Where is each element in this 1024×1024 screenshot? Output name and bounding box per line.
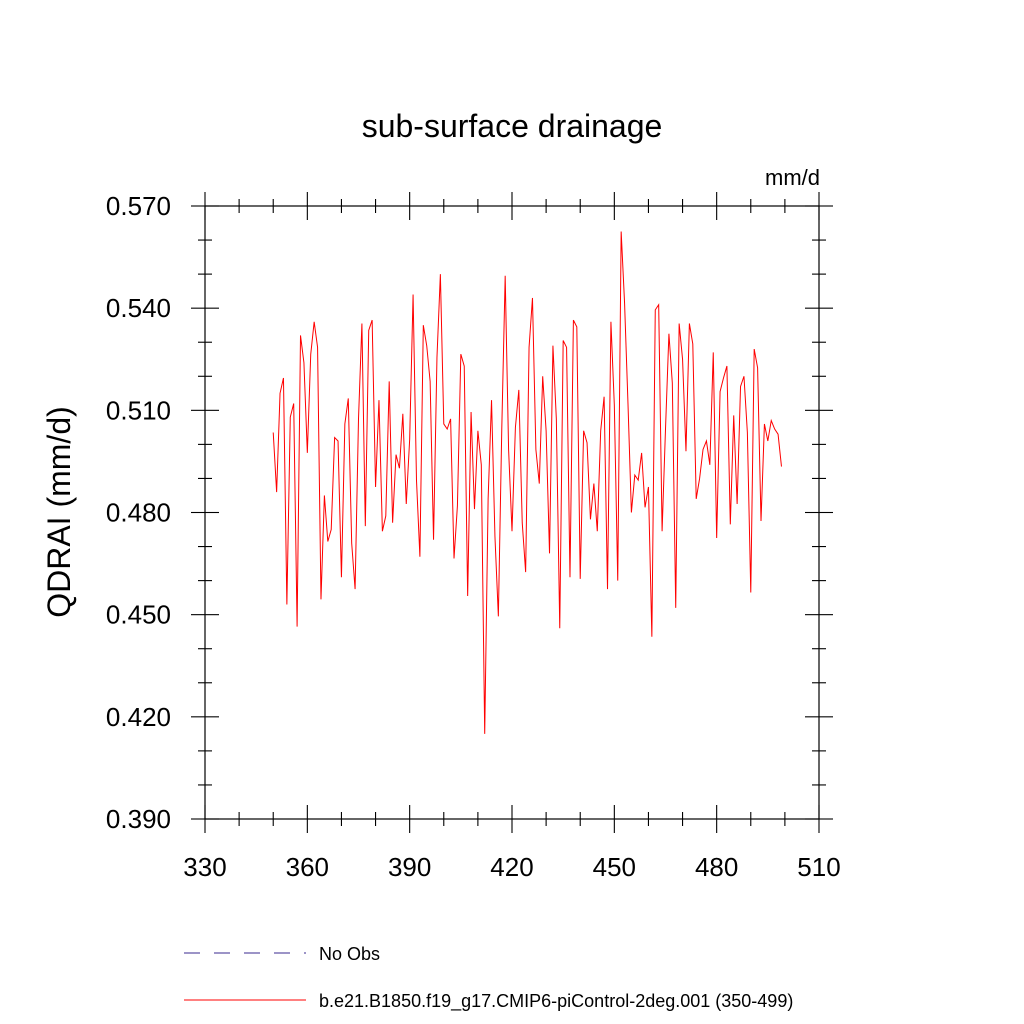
legend-label: No Obs (319, 944, 380, 964)
y-tick-label: 0.570 (106, 191, 171, 221)
plot-frame (204, 205, 820, 820)
x-tick-label: 360 (286, 852, 329, 882)
x-tick-label: 390 (388, 852, 431, 882)
series-line (272, 231, 782, 734)
y-tick-label: 0.450 (106, 600, 171, 630)
axis-ticks (191, 192, 833, 833)
x-tick-label: 480 (695, 852, 738, 882)
axis-tick-labels: 330 360 390 420 450 480 510 0.390 0.420 0.450 0.48… (106, 191, 841, 882)
legend-label: b.e21.B1850.f19_g17.CMIP6-piControl-2deg… (319, 991, 793, 1012)
y-axis-label: QDRAI (mm/d) (41, 406, 77, 618)
x-tick-label: 330 (183, 852, 226, 882)
legend: No Obs b.e21.B1850.f19_g17.CMIP6-piContro… (184, 944, 793, 1012)
series-layer (272, 231, 782, 734)
x-tick-label: 450 (593, 852, 636, 882)
y-tick-label: 0.390 (106, 804, 171, 834)
x-tick-label: 510 (797, 852, 840, 882)
units-label: mm/d (765, 165, 820, 190)
y-tick-label: 0.510 (106, 395, 171, 425)
y-tick-label: 0.420 (106, 702, 171, 732)
chart-title: sub-surface drainage (362, 108, 663, 144)
x-tick-label: 420 (490, 852, 533, 882)
y-tick-label: 0.480 (106, 498, 171, 528)
y-tick-label: 0.540 (106, 293, 171, 323)
